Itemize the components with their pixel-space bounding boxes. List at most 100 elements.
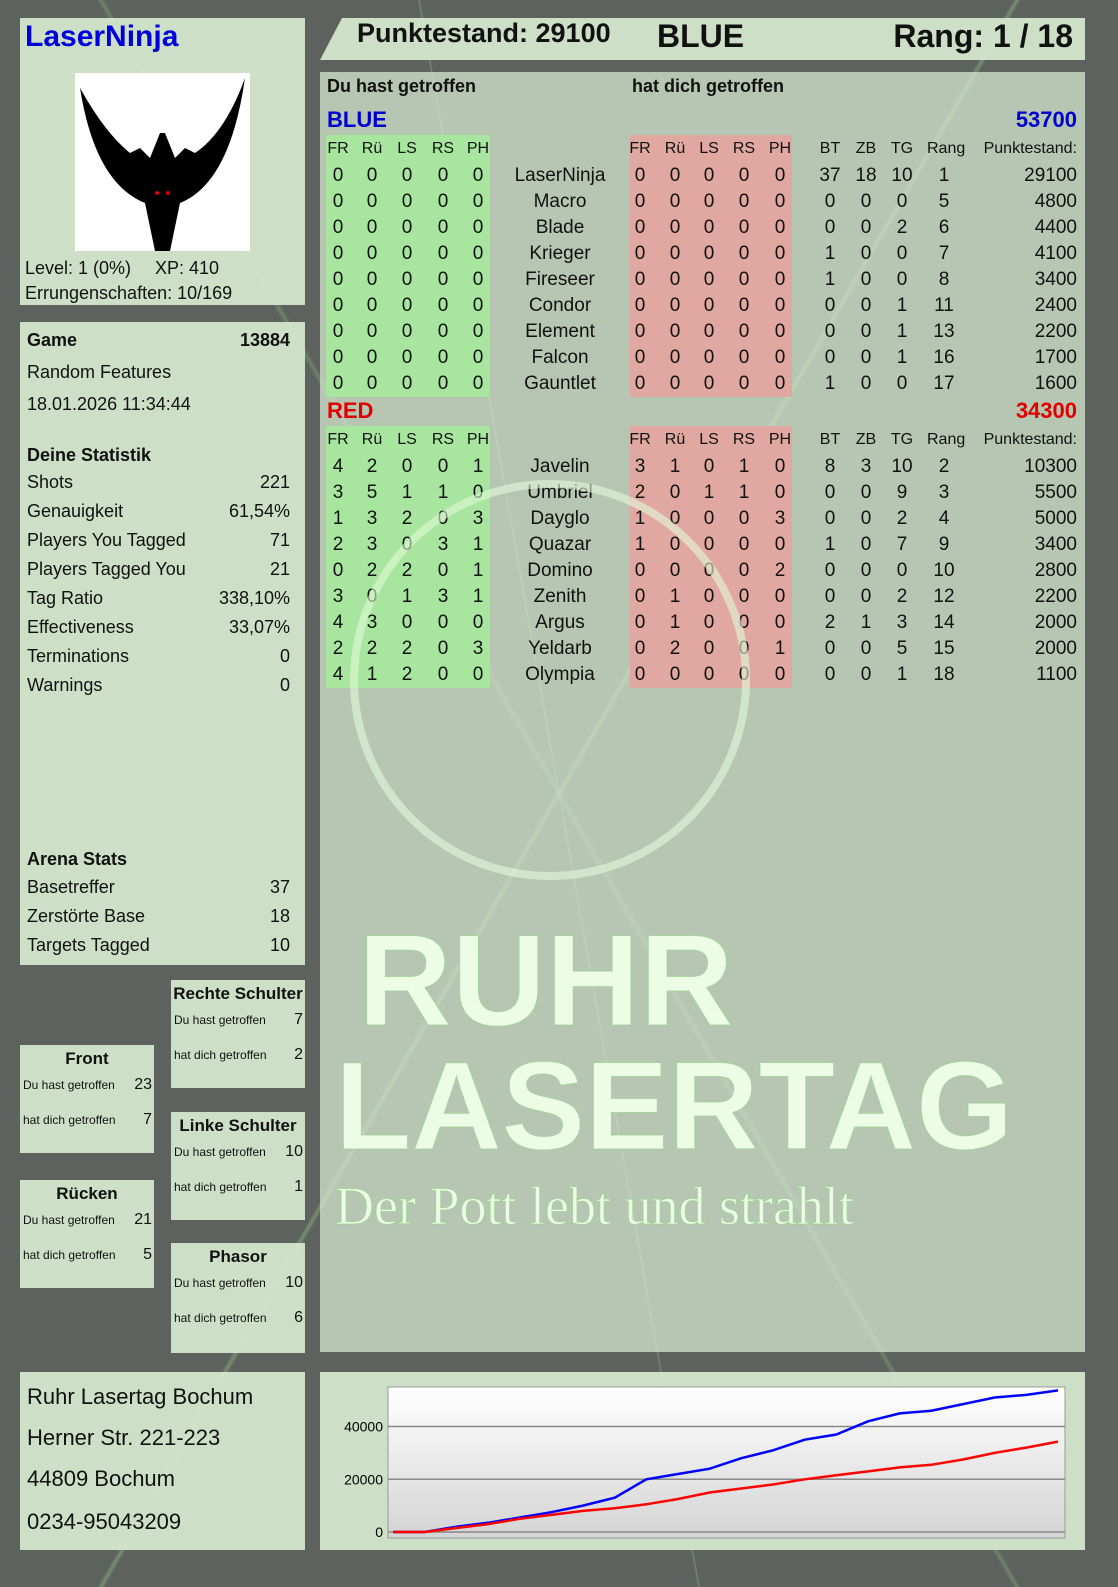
you-hit-value: 0	[332, 217, 344, 238]
you-hit-value: 0	[332, 165, 344, 186]
player-row[interactable]: 0 0 0 0 0 Fireseer 0 0 0 0 0 1 0 0 8 3400	[320, 269, 1085, 295]
hit-you-value: 0	[738, 586, 750, 607]
you-hit-value: 3	[366, 508, 378, 529]
you-hit-value: 0	[437, 191, 449, 212]
you-hit-value: 0	[437, 456, 449, 477]
player-row[interactable]: 3 5 1 1 0 Umbriel 2 0 1 1 0 0 0 9 3 5500	[320, 482, 1085, 508]
you-hit-value: 0	[332, 321, 344, 342]
player-score: 4100	[1034, 243, 1077, 264]
player-name: Umbriel	[527, 482, 593, 503]
you-hit-value: 3	[437, 586, 449, 607]
col-header: FR	[327, 431, 349, 448]
player-score: 4400	[1034, 217, 1077, 238]
you-hit-value: 0	[472, 191, 484, 212]
hit-you-value: 0	[669, 243, 681, 264]
hit-you-value: 0	[738, 165, 750, 186]
player-name: Falcon	[531, 347, 589, 368]
hit-you-value: 1	[774, 638, 786, 659]
address-line: 0234-95043209	[27, 1509, 182, 1534]
hit-you-value: 1	[669, 586, 681, 607]
col-header: FR	[327, 140, 349, 157]
hit-you-bg	[630, 426, 792, 688]
you-hit-value: 4	[332, 664, 344, 685]
stat-label: Players You Tagged	[27, 530, 186, 550]
player-row[interactable]: 3 0 1 3 1 Zenith 0 1 0 0 0 0 0 2 12 2200	[320, 586, 1085, 612]
player-row[interactable]: 4 2 0 0 1 Javelin 3 1 0 1 0 8 3 10 2 10300	[320, 456, 1085, 482]
player-stat: 1	[896, 664, 908, 685]
col-header: BT	[819, 140, 841, 157]
zone-them-label: hat dich getroffen	[174, 1311, 267, 1325]
player-row[interactable]: 0 0 0 0 0 Gauntlet 0 0 0 0 0 1 0 0 17 1600	[320, 373, 1085, 399]
hit-you-value: 0	[703, 664, 715, 685]
hit-you-value: 2	[669, 638, 681, 659]
you-hit-value: 0	[401, 165, 413, 186]
player-stat: 0	[860, 269, 872, 290]
hit-you-value: 0	[703, 534, 715, 555]
player-stat: 7	[938, 243, 950, 264]
stat-value: 221	[259, 472, 290, 492]
you-hit-value: 0	[401, 347, 413, 368]
you-hit-value: 4	[332, 456, 344, 477]
player-stat: 3	[860, 456, 872, 477]
you-hit-value: 0	[401, 295, 413, 316]
series-line-0	[393, 1389, 1059, 1534]
player-stat: 0	[860, 347, 872, 368]
hit-you-value: 2	[774, 560, 786, 581]
player-row[interactable]: 4 1 2 0 0 Olympia 0 0 0 0 0 0 0 1 18 1100	[320, 664, 1085, 690]
stat-label: Warnings	[27, 675, 103, 695]
you-hit-value: 0	[332, 269, 344, 290]
hit-you-value: 0	[669, 347, 681, 368]
hit-you-value: 0	[703, 321, 715, 342]
player-row[interactable]: 0 0 0 0 0 Blade 0 0 0 0 0 0 0 2 6 4400	[320, 217, 1085, 243]
you-hit-value: 0	[472, 243, 484, 264]
hit-you-value: 0	[634, 586, 646, 607]
scoreboard-panel: Du hast getroffen hat dich getroffen BLU…	[320, 72, 1085, 1352]
player-stat: 0	[860, 373, 872, 394]
player-stat: 0	[824, 638, 836, 659]
zone-you-label: Du hast getroffen	[23, 1213, 115, 1227]
player-row[interactable]: 0 0 0 0 0 Element 0 0 0 0 0 0 0 1 13 2200	[320, 321, 1085, 347]
player-row[interactable]: 0 0 0 0 0 Condor 0 0 0 0 0 0 0 1 11 2400	[320, 295, 1085, 321]
col-header: PH	[466, 140, 490, 157]
hit-you-value: 0	[703, 217, 715, 238]
player-row[interactable]: 2 2 2 0 3 Yeldarb 0 2 0 0 1 0 0 5 15 2000	[320, 638, 1085, 664]
stat-label: Effectiveness	[27, 617, 134, 637]
hit-you-value: 3	[774, 508, 786, 529]
you-hit-value: 0	[401, 243, 413, 264]
stat-label: Tag Ratio	[27, 588, 104, 608]
player-stat: 17	[933, 373, 955, 394]
hit-you-value: 0	[774, 191, 786, 212]
player-stat: 0	[860, 508, 872, 529]
you-hit-value: 0	[401, 612, 413, 633]
player-row[interactable]: 0 0 0 0 0 Krieger 0 0 0 0 0 1 0 0 7 4100	[320, 243, 1085, 269]
player-score: 29100	[1024, 165, 1077, 186]
player-stat: 9	[938, 534, 950, 555]
player-stat: 10	[891, 456, 913, 477]
player-row[interactable]: 0 0 0 0 0 Falcon 0 0 0 0 0 0 0 1 16 1700	[320, 347, 1085, 373]
hit-you-value: 0	[738, 269, 750, 290]
zone-you-value: 10	[285, 1274, 303, 1291]
hit-you-value: 0	[669, 664, 681, 685]
player-score: 2000	[1034, 612, 1077, 633]
player-row[interactable]: 0 0 0 0 0 Macro 0 0 0 0 0 0 0 0 5 4800	[320, 191, 1085, 217]
you-hit-value: 0	[332, 347, 344, 368]
player-stat: 18	[855, 165, 877, 186]
you-hit-value: 2	[332, 534, 344, 555]
player-row[interactable]: 2 3 0 3 1 Quazar 1 0 0 0 0 1 0 7 9 3400	[320, 534, 1085, 560]
player-row[interactable]: 0 2 2 0 1 Domino 0 0 0 0 2 0 0 0 10 2800	[320, 560, 1085, 586]
header-rank: Rang: 1 / 18	[893, 18, 1073, 54]
you-hit-value: 3	[437, 534, 449, 555]
hit-you-value: 0	[738, 560, 750, 581]
zone-panel: Front Du hast getroffen 23 hat dich getroff…	[20, 1045, 154, 1153]
zone-you-value: 10	[285, 1143, 303, 1160]
player-row[interactable]: 1 3 2 0 3 Dayglo 1 0 0 0 3 0 0 2 4 5000	[320, 508, 1085, 534]
you-hit-value: 0	[366, 321, 378, 342]
header-bar: Punktestand: 29100 BLUE Rang: 1 / 18	[320, 18, 1085, 60]
hit-you-value: 0	[634, 217, 646, 238]
player-row[interactable]: 4 3 0 0 0 Argus 0 1 0 0 0 2 1 3 14 2000	[320, 612, 1085, 638]
you-hit-value: 3	[366, 534, 378, 555]
you-hit-value: 0	[401, 217, 413, 238]
hit-you-value: 0	[669, 165, 681, 186]
you-hit-value: 0	[437, 165, 449, 186]
player-row[interactable]: 0 0 0 0 0 LaserNinja 0 0 0 0 0 37 18 10 1 29100	[320, 165, 1085, 191]
